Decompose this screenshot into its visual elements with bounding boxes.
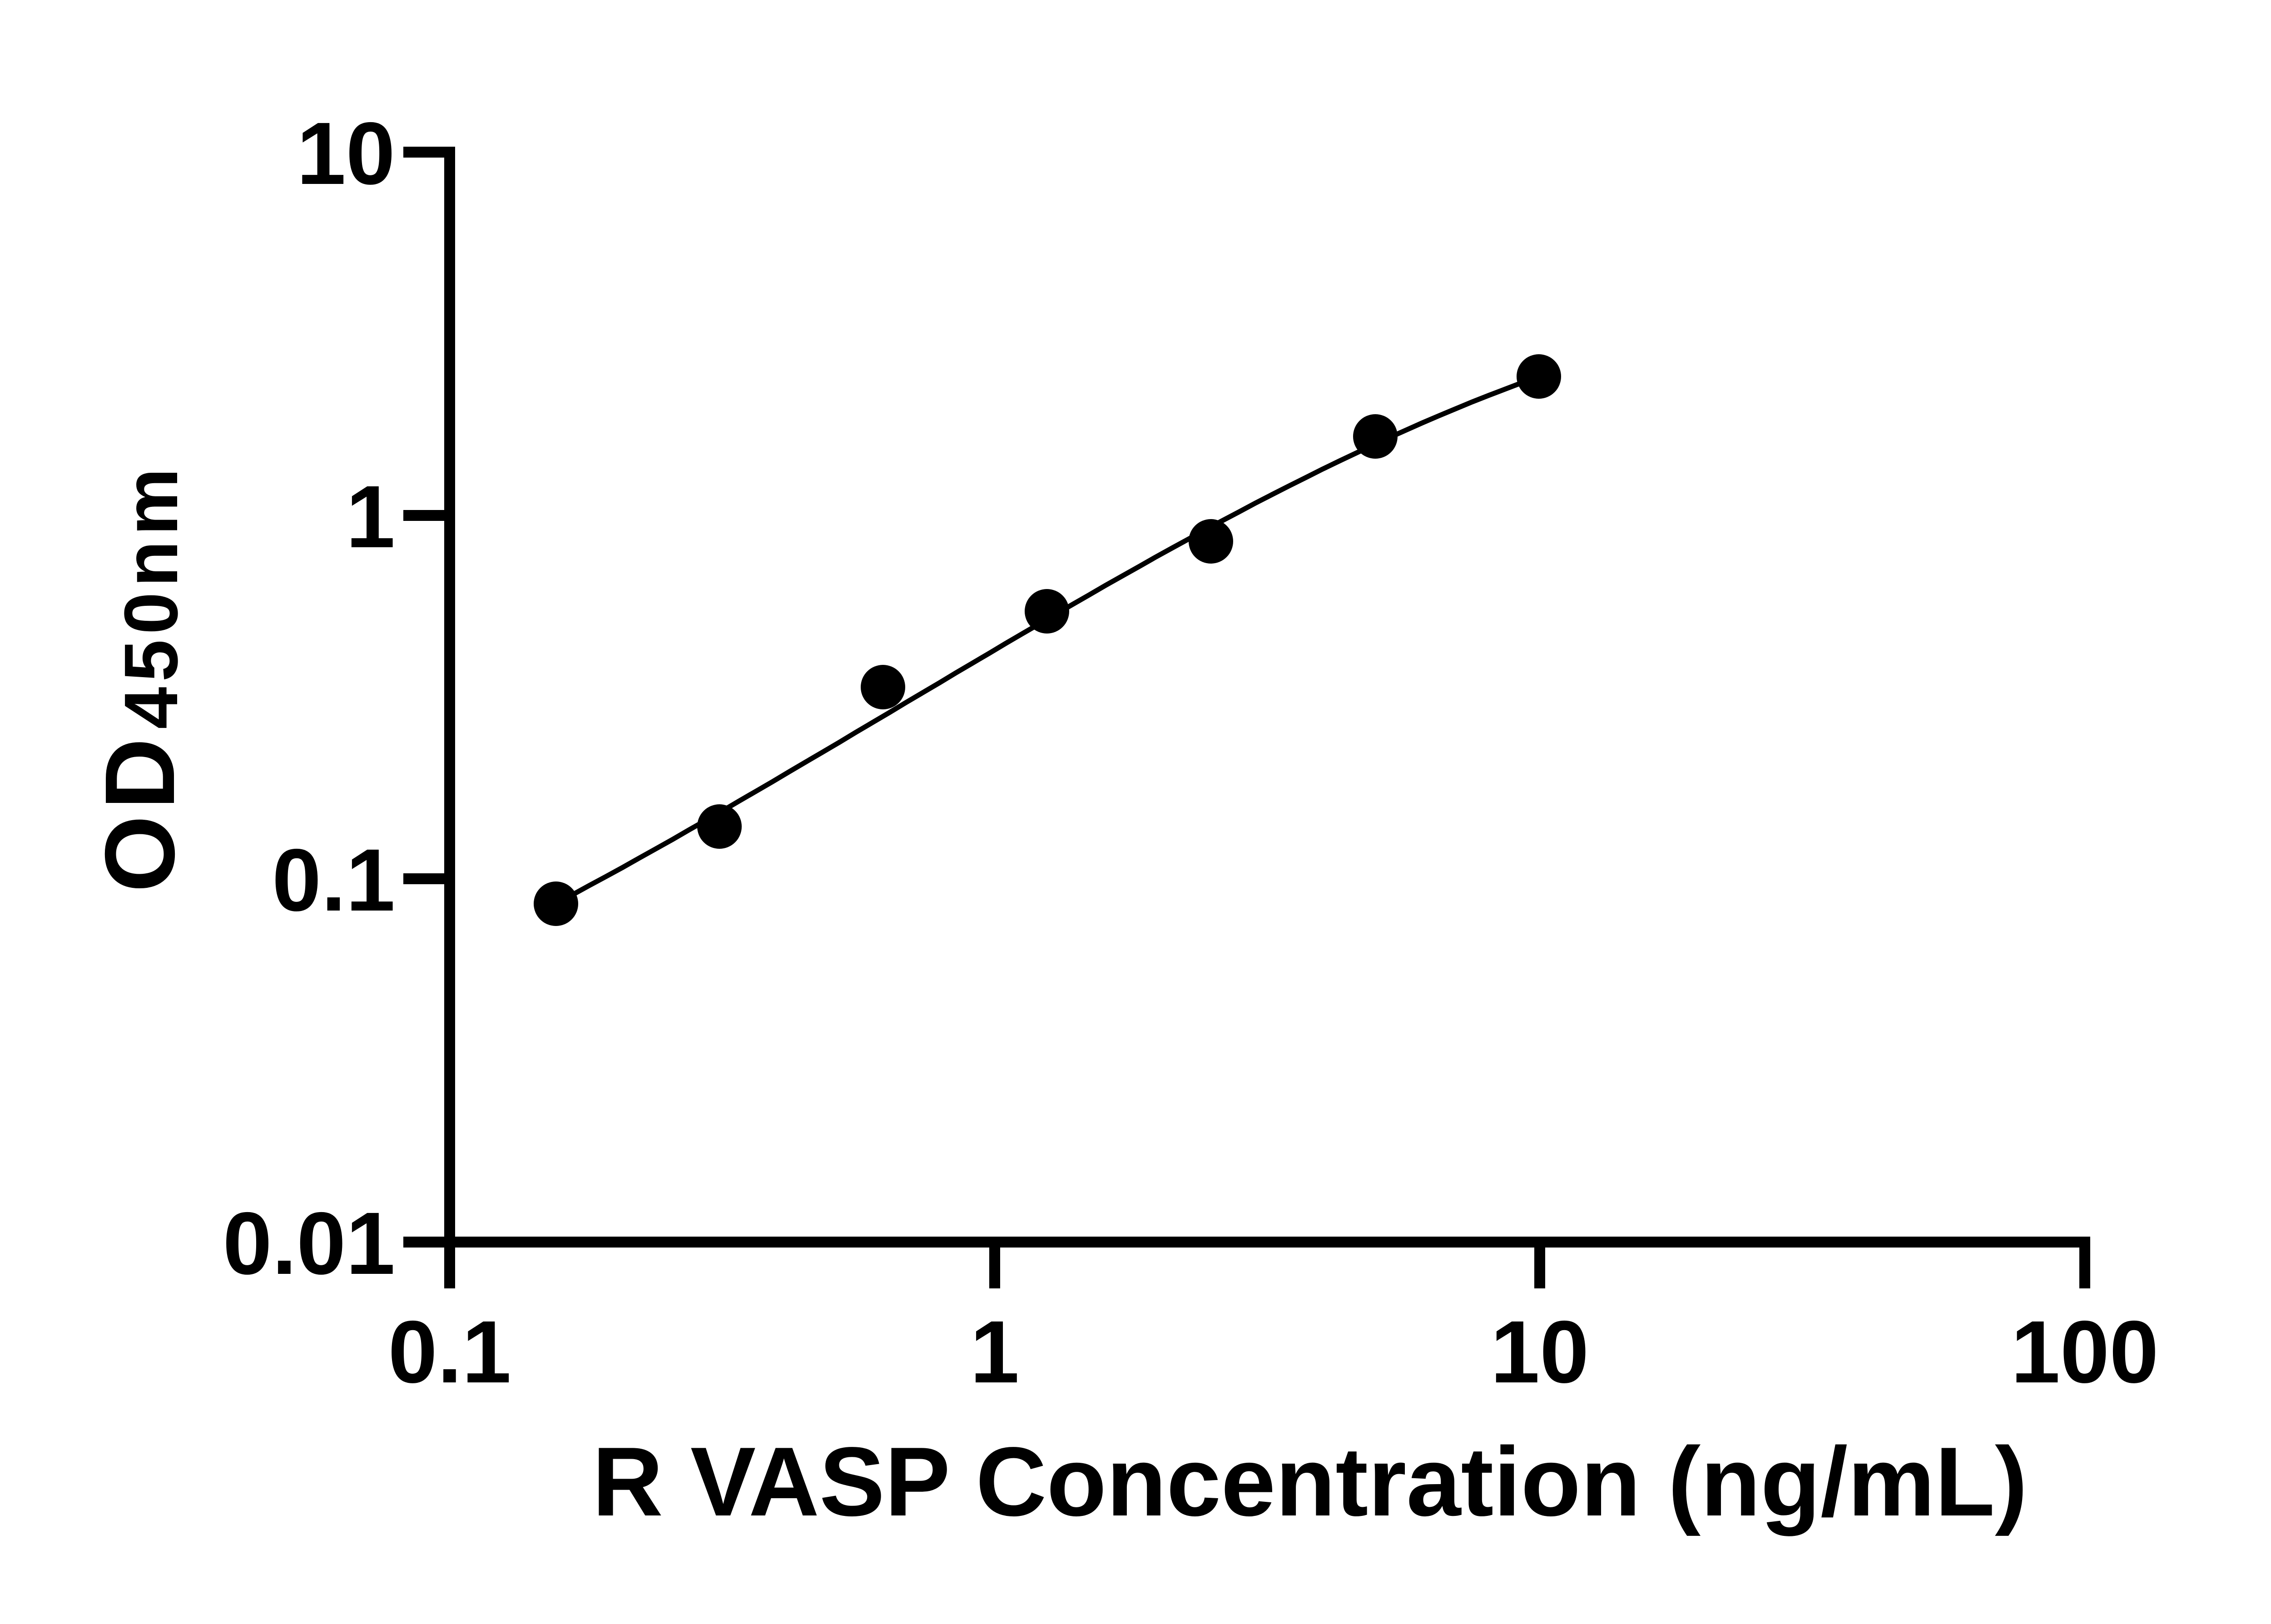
- svg-text:10: 10: [297, 104, 395, 203]
- svg-text:10: 10: [1491, 1302, 1589, 1401]
- svg-text:1: 1: [346, 467, 395, 566]
- svg-text:0.1: 0.1: [388, 1302, 511, 1401]
- svg-text:100: 100: [2011, 1302, 2158, 1401]
- svg-text:OD450nm: OD450nm: [85, 463, 195, 892]
- svg-text:R VASP Concentration (ng/mL): R VASP Concentration (ng/mL): [592, 1426, 2028, 1536]
- svg-text:0.01: 0.01: [223, 1194, 395, 1293]
- svg-text:0.1: 0.1: [272, 831, 395, 930]
- svg-text:1: 1: [970, 1302, 1019, 1401]
